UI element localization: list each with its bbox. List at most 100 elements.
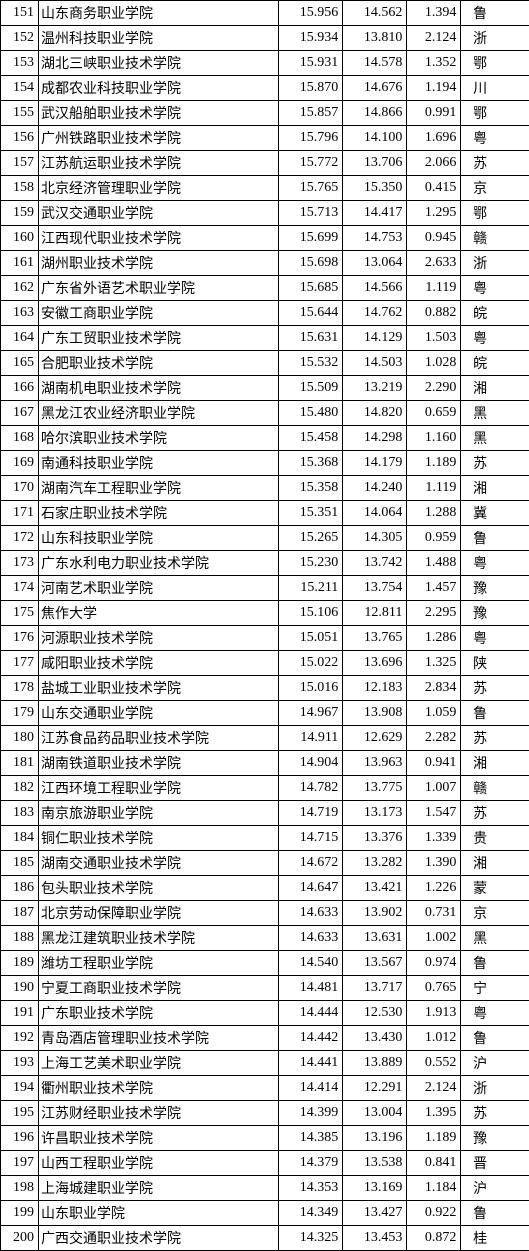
province-cell: 京 <box>461 901 499 926</box>
name-cell: 咸阳职业技术学院 <box>39 651 279 676</box>
value3-cell: 1.002 <box>407 926 461 951</box>
province-cell: 鲁 <box>461 1026 499 1051</box>
rank-cell: 173 <box>1 551 39 576</box>
province-cell: 黑 <box>461 926 499 951</box>
name-cell: 山东商务职业学院 <box>39 1 279 26</box>
value3-cell: 1.189 <box>407 451 461 476</box>
value3-cell: 1.194 <box>407 76 461 101</box>
table-row: 186包头职业技术学院14.64713.4211.226蒙 <box>1 876 529 901</box>
province-cell: 皖 <box>461 351 499 376</box>
empty-cell <box>499 1126 529 1151</box>
value3-cell: 0.941 <box>407 751 461 776</box>
value3-cell: 0.945 <box>407 226 461 251</box>
value1-cell: 15.685 <box>279 276 343 301</box>
value1-cell: 15.698 <box>279 251 343 276</box>
value1-cell: 15.699 <box>279 226 343 251</box>
name-cell: 广西交通职业技术学院 <box>39 1226 279 1251</box>
value1-cell: 14.672 <box>279 851 343 876</box>
table-row: 189潍坊工程职业学院14.54013.5670.974鲁 <box>1 951 529 976</box>
value2-cell: 14.753 <box>343 226 407 251</box>
empty-cell <box>499 651 529 676</box>
name-cell: 焦作大学 <box>39 601 279 626</box>
value1-cell: 15.644 <box>279 301 343 326</box>
table-row: 187北京劳动保障职业学院14.63313.9020.731京 <box>1 901 529 926</box>
table-row: 152温州科技职业学院15.93413.8102.124浙 <box>1 26 529 51</box>
value3-cell: 1.119 <box>407 276 461 301</box>
name-cell: 江西环境工程职业学院 <box>39 776 279 801</box>
province-cell: 鄂 <box>461 201 499 226</box>
value3-cell: 1.547 <box>407 801 461 826</box>
empty-cell <box>499 51 529 76</box>
value3-cell: 2.295 <box>407 601 461 626</box>
value2-cell: 14.562 <box>343 1 407 26</box>
empty-cell <box>499 801 529 826</box>
name-cell: 湖州职业技术学院 <box>39 251 279 276</box>
value3-cell: 1.184 <box>407 1176 461 1201</box>
empty-cell <box>499 626 529 651</box>
value1-cell: 14.379 <box>279 1151 343 1176</box>
rank-cell: 151 <box>1 1 39 26</box>
value2-cell: 12.183 <box>343 676 407 701</box>
rank-cell: 160 <box>1 226 39 251</box>
rank-cell: 195 <box>1 1101 39 1126</box>
value3-cell: 1.325 <box>407 651 461 676</box>
value1-cell: 15.051 <box>279 626 343 651</box>
table-row: 176河源职业技术学院15.05113.7651.286粤 <box>1 626 529 651</box>
name-cell: 山东交通职业学院 <box>39 701 279 726</box>
value2-cell: 13.064 <box>343 251 407 276</box>
value1-cell: 15.934 <box>279 26 343 51</box>
value1-cell: 14.911 <box>279 726 343 751</box>
name-cell: 黑龙江农业经济职业学院 <box>39 401 279 426</box>
table-row: 155武汉船舶职业技术学院15.85714.8660.991鄂 <box>1 101 529 126</box>
value3-cell: 1.007 <box>407 776 461 801</box>
rank-cell: 182 <box>1 776 39 801</box>
value2-cell: 13.219 <box>343 376 407 401</box>
value3-cell: 0.922 <box>407 1201 461 1226</box>
value1-cell: 15.532 <box>279 351 343 376</box>
rank-cell: 191 <box>1 1001 39 1026</box>
province-cell: 粤 <box>461 126 499 151</box>
value1-cell: 15.956 <box>279 1 343 26</box>
value3-cell: 2.282 <box>407 726 461 751</box>
empty-cell <box>499 851 529 876</box>
value2-cell: 13.754 <box>343 576 407 601</box>
value3-cell: 2.633 <box>407 251 461 276</box>
value1-cell: 14.633 <box>279 926 343 951</box>
table-row: 166湖南机电职业技术学院15.50913.2192.290湘 <box>1 376 529 401</box>
table-row: 159武汉交通职业学院15.71314.4171.295鄂 <box>1 201 529 226</box>
rank-cell: 155 <box>1 101 39 126</box>
name-cell: 许昌职业技术学院 <box>39 1126 279 1151</box>
name-cell: 包头职业技术学院 <box>39 876 279 901</box>
empty-cell <box>499 1 529 26</box>
value1-cell: 14.967 <box>279 701 343 726</box>
value1-cell: 15.016 <box>279 676 343 701</box>
value2-cell: 13.810 <box>343 26 407 51</box>
name-cell: 河南艺术职业学院 <box>39 576 279 601</box>
rank-cell: 152 <box>1 26 39 51</box>
province-cell: 苏 <box>461 451 499 476</box>
rank-cell: 187 <box>1 901 39 926</box>
value1-cell: 14.719 <box>279 801 343 826</box>
name-cell: 广东省外语艺术职业学院 <box>39 276 279 301</box>
name-cell: 河源职业技术学院 <box>39 626 279 651</box>
empty-cell <box>499 401 529 426</box>
rank-cell: 176 <box>1 626 39 651</box>
rank-cell: 161 <box>1 251 39 276</box>
value3-cell: 1.913 <box>407 1001 461 1026</box>
value2-cell: 13.421 <box>343 876 407 901</box>
province-cell: 豫 <box>461 601 499 626</box>
value1-cell: 14.349 <box>279 1201 343 1226</box>
value3-cell: 0.841 <box>407 1151 461 1176</box>
province-cell: 粤 <box>461 551 499 576</box>
value1-cell: 14.399 <box>279 1101 343 1126</box>
rank-cell: 170 <box>1 476 39 501</box>
name-cell: 江苏财经职业技术学院 <box>39 1101 279 1126</box>
value2-cell: 14.100 <box>343 126 407 151</box>
value2-cell: 14.566 <box>343 276 407 301</box>
table-row: 157江苏航运职业技术学院15.77213.7062.066苏 <box>1 151 529 176</box>
rank-cell: 181 <box>1 751 39 776</box>
empty-cell <box>499 1051 529 1076</box>
province-cell: 黑 <box>461 426 499 451</box>
empty-cell <box>499 526 529 551</box>
province-cell: 粤 <box>461 276 499 301</box>
